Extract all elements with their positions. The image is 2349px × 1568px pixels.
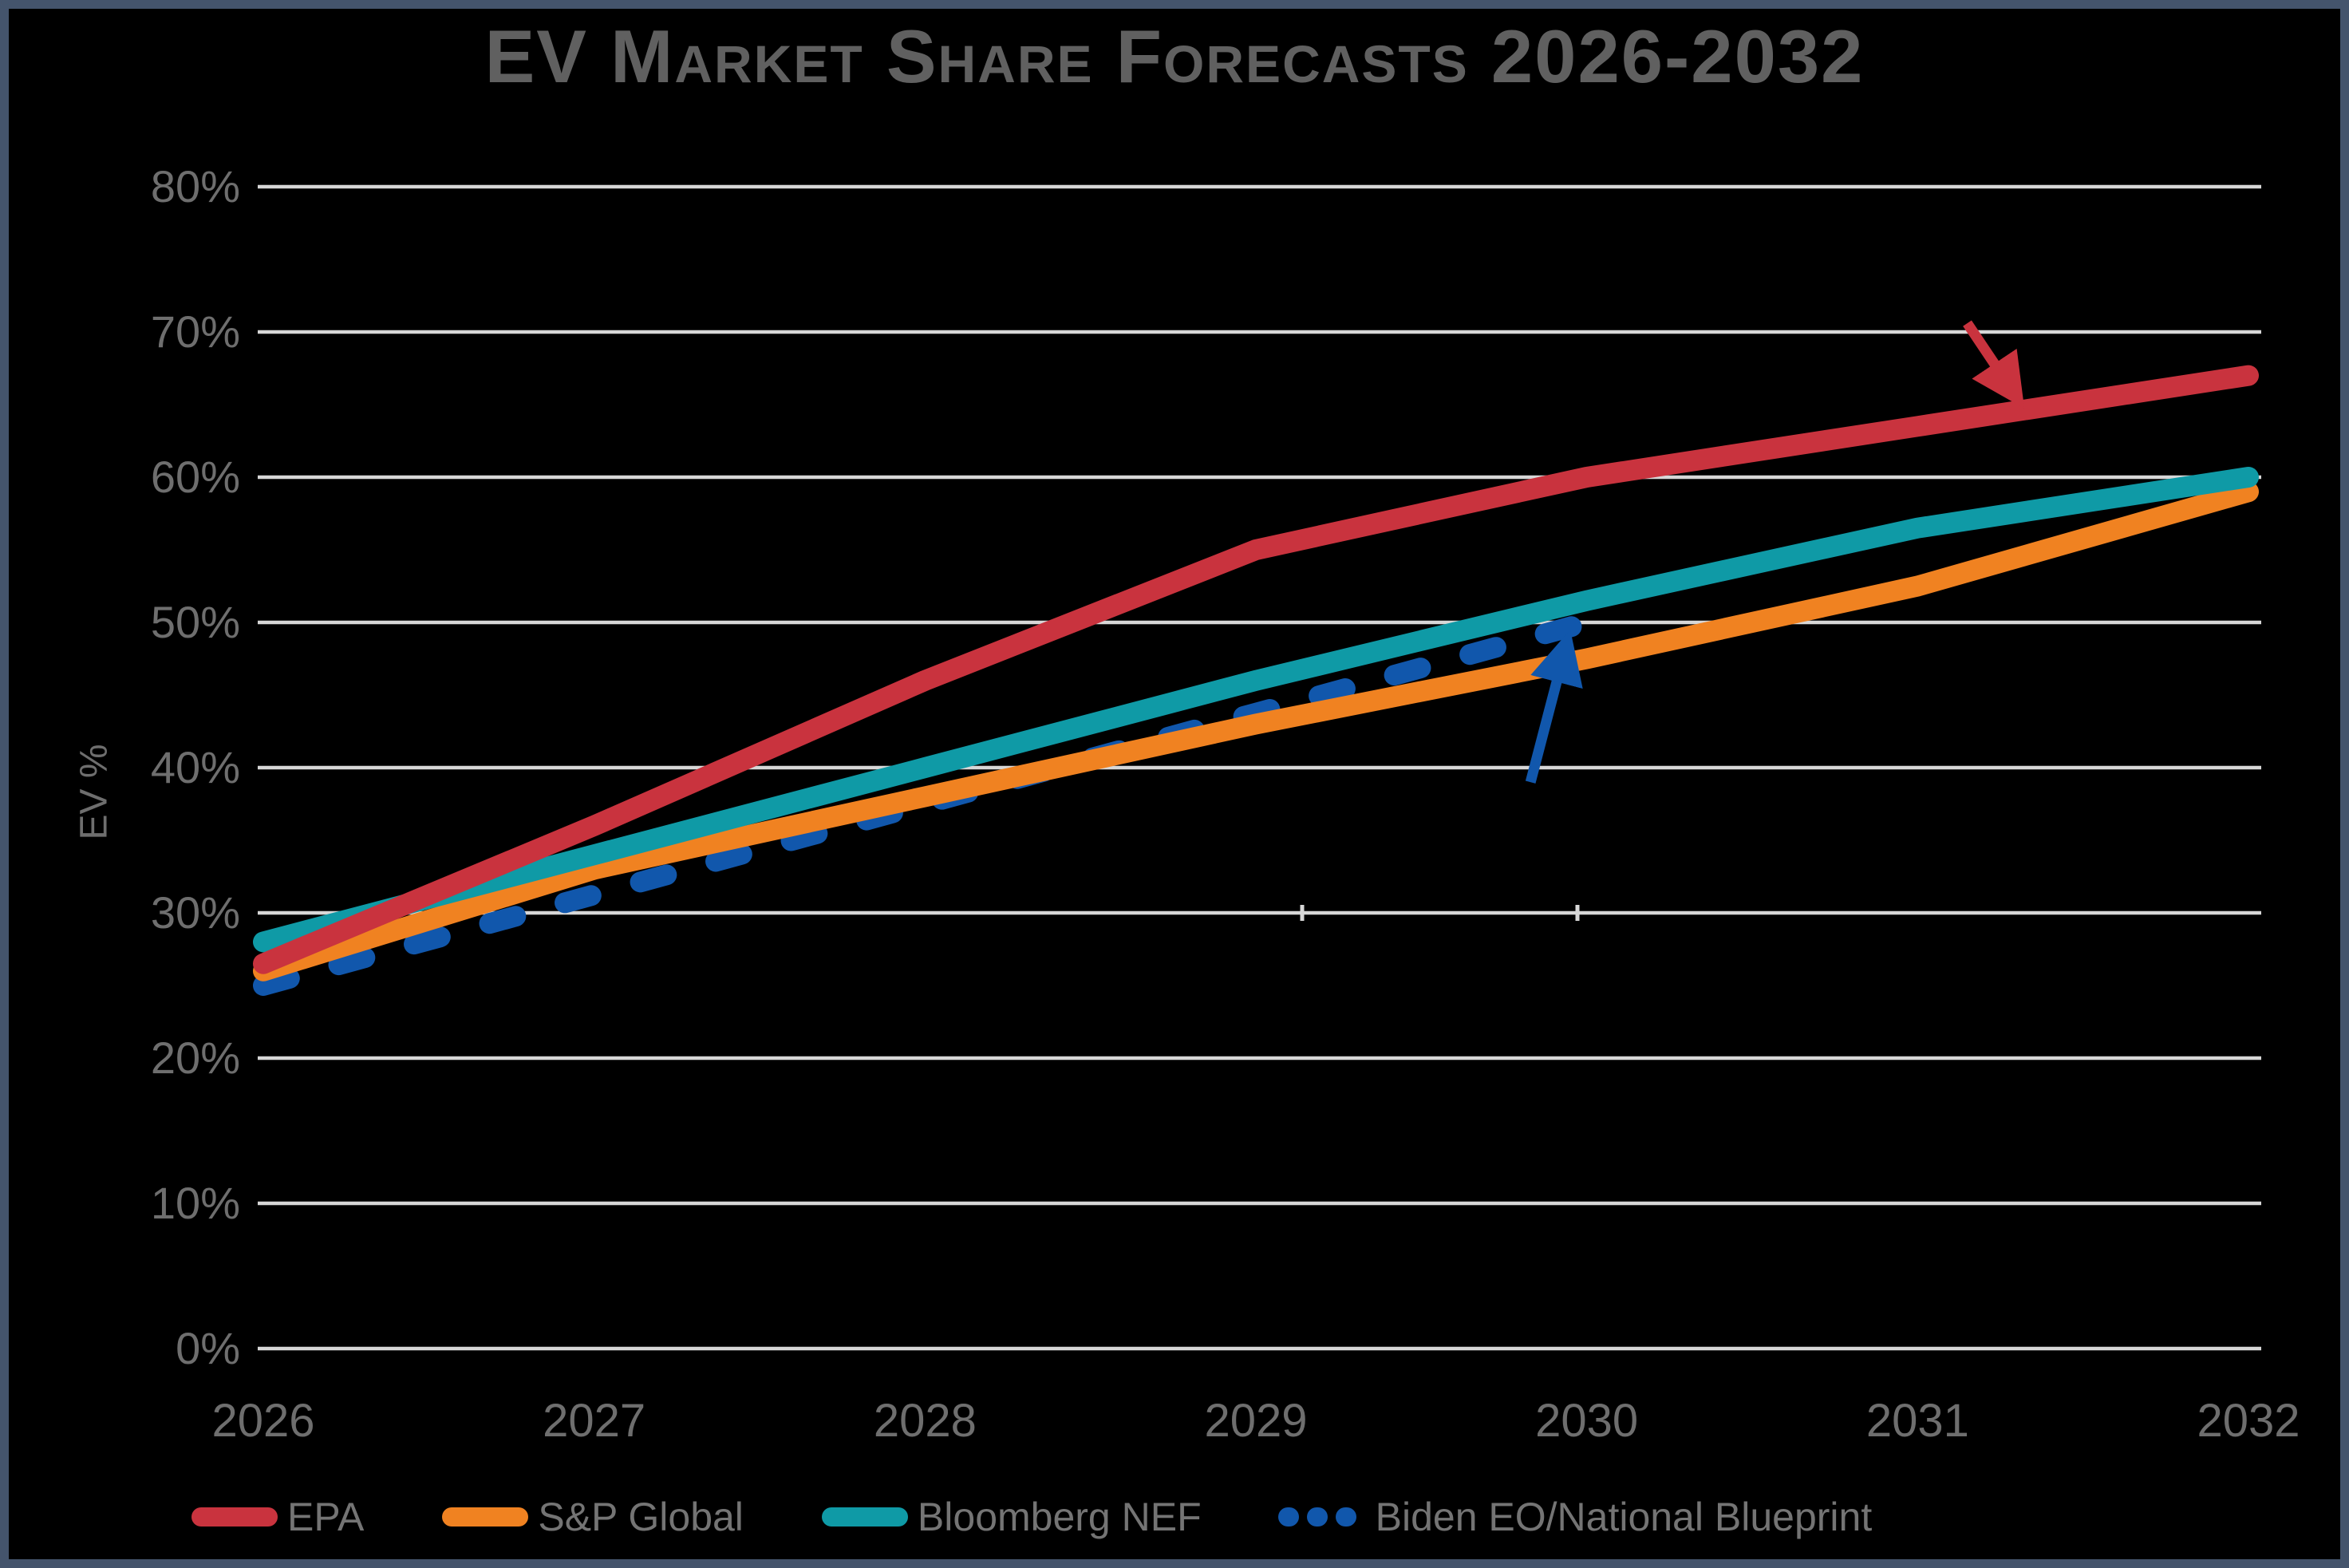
legend-item-s-p-global: S&P Global [440,1494,744,1540]
y-tick-label-60: 60% [151,452,240,502]
x-tick-label-2031: 2031 [1866,1395,1969,1447]
legend-swatch-epa [191,1507,278,1527]
y-tick-label-80: 80% [151,161,240,211]
legend-label-epa: EPA [287,1495,365,1539]
legend-label-s-p-global: S&P Global [538,1495,744,1539]
x-tick-label-2029: 2029 [1204,1395,1307,1447]
series-line-biden-eo-national-blueprint [253,612,1597,996]
legend-label-biden-eo-national-blueprint: Biden EO/National Blueprint [1375,1495,1873,1539]
y-tick-label-0: 0% [176,1323,240,1373]
y-tick-label-30: 30% [151,887,240,938]
y-tick-label-10: 10% [151,1178,240,1228]
y-tick-label-70: 70% [151,306,240,357]
x-tick-label-2032: 2032 [2197,1395,2300,1447]
series-line-s-p-global [253,481,2259,981]
legend-swatch-s-p-global [442,1507,529,1527]
x-tick-label-2030: 2030 [1535,1395,1638,1447]
y-tick-label-50: 50% [151,597,240,647]
biden-arrow [1525,630,1583,784]
legend-label-bloomberg-nef: Bloomberg NEF [917,1495,1202,1539]
series-line-epa [253,365,2259,974]
legend-swatch-bloomberg-nef [821,1507,908,1527]
legend-swatch-biden-eo-national-blueprint [1277,1507,1368,1527]
y-tick-label-40: 40% [151,742,240,792]
epa-arrow [1963,320,2025,409]
legend-item-epa: EPA [190,1494,364,1540]
x-tick-label-2028: 2028 [874,1395,977,1447]
chart-legend: EPA S&P Global Bloomberg NEF Biden EO/Natio… [190,1494,1872,1540]
series-line-bloomberg-nef [253,467,2259,953]
y-tick-label-20: 20% [151,1033,240,1083]
x-tick-label-2026: 2026 [211,1395,314,1447]
chart-title: EV Market Share Forecasts 2026-2032 [484,14,1865,98]
x-tick-label-2027: 2027 [543,1395,645,1447]
legend-item-biden-eo-national-blueprint: Biden EO/National Blueprint [1277,1494,1873,1540]
legend-item-bloomberg-nef: Bloomberg NEF [820,1494,1202,1540]
y-axis-title: EV % [73,744,116,840]
